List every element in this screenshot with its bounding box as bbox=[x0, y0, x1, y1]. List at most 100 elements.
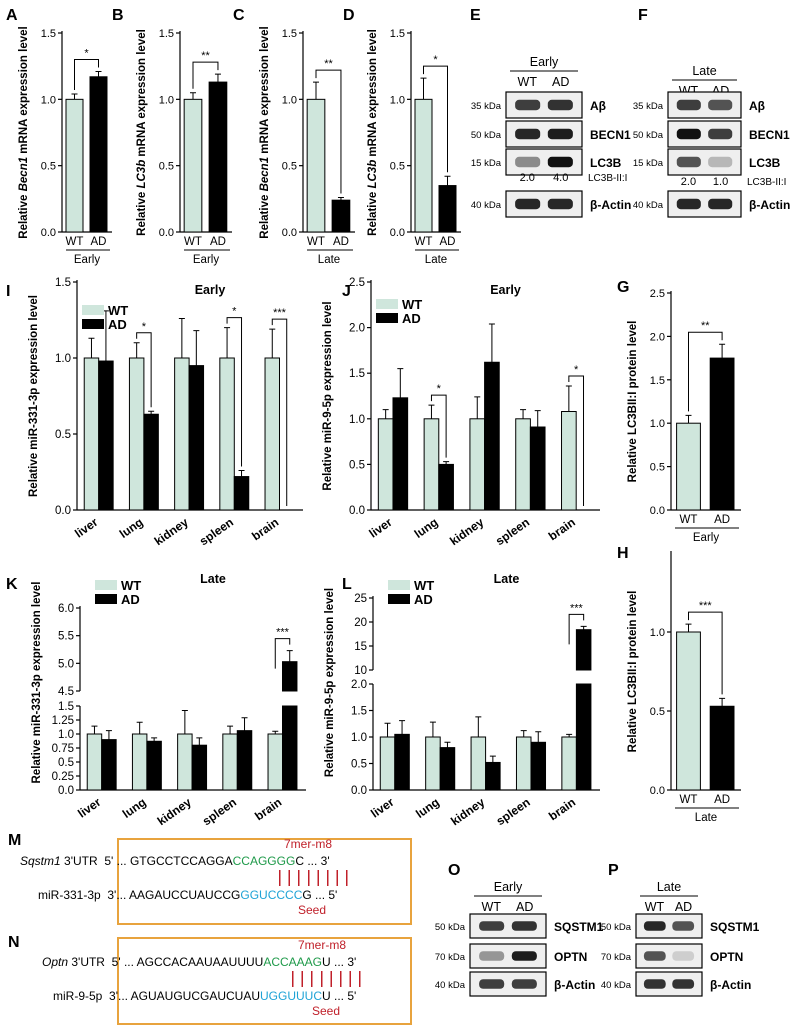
panel-C-letter: C bbox=[233, 7, 245, 24]
panel-I-significance-brain-label: *** bbox=[273, 307, 287, 319]
panel-D-ytick-label-2: 1.0 bbox=[390, 94, 405, 106]
panel-B-ylabel-part-0: Relative bbox=[136, 189, 148, 236]
panel-J-bar-brain-wt bbox=[561, 411, 577, 511]
panel-I-errorbar-liver-wt bbox=[88, 337, 95, 358]
panel-D-significance-bracket bbox=[423, 65, 448, 173]
panel-L-bar-liver-wt bbox=[379, 736, 396, 791]
panel-E-band-1-wt bbox=[515, 128, 541, 140]
panel-I-significance-spleen-bracket bbox=[226, 317, 243, 467]
panel-E-ratio-label: LC3B-II:I bbox=[588, 173, 627, 184]
panel-K-bar-spleen-wt bbox=[222, 733, 238, 791]
panel-G-errorbar-ad bbox=[719, 343, 726, 359]
panel-B-ylabel: Relative LC3b mRNA expression level bbox=[136, 29, 148, 236]
panel-J-xtick-spleen: spleen bbox=[493, 515, 532, 548]
panel-C-significance-bracket bbox=[315, 69, 342, 194]
panel-H-ylabel: Relative LC3BII:I protein level bbox=[627, 591, 639, 753]
panel-I-significance-lung-bracket bbox=[136, 332, 152, 408]
panel-I-xtick-lung: lung bbox=[117, 515, 146, 541]
panel-K-xtick-spleen: spleen bbox=[200, 795, 239, 828]
panel-K-errorbar-lung-wt bbox=[136, 721, 143, 734]
panel-M-mirna-tail: G ... 5' bbox=[302, 888, 338, 902]
panel-K-bar-lung-ad bbox=[146, 740, 162, 791]
panel-L-significance-brain-label: *** bbox=[570, 602, 584, 614]
panel-E-protein-3: β-Actin bbox=[590, 198, 631, 212]
panel-I-bar-lung-wt bbox=[128, 357, 145, 511]
panel-L-errorbar-kidney-wt bbox=[475, 716, 482, 737]
panel-E-ratio-wt: 2.0 bbox=[520, 172, 535, 184]
panel-M-letter: M bbox=[8, 832, 22, 849]
panel-J-ylabel: Relative miR-9-5p expression level bbox=[322, 301, 334, 490]
panel-N-seed-label: Seed bbox=[312, 1004, 341, 1018]
panel-J-xtick-lung: lung bbox=[412, 515, 441, 541]
panel-B-significance-bracket bbox=[192, 61, 219, 89]
panel-E-kda-3: 40 kDa bbox=[471, 200, 502, 211]
panel-G-xtick-ad: AD bbox=[714, 514, 730, 526]
panel-G-significance-label: ** bbox=[701, 320, 710, 332]
panel-J-xtick-kidney: kidney bbox=[447, 515, 486, 548]
panel-E-kda-0: 35 kDa bbox=[471, 101, 502, 112]
panel-D-letter: D bbox=[343, 7, 355, 24]
panel-P-band-2-ad bbox=[672, 979, 695, 989]
panel-A-letter: A bbox=[6, 7, 18, 24]
panel-I-xtick-kidney: kidney bbox=[152, 515, 191, 548]
panel-K-bar-liver-ad bbox=[101, 739, 117, 791]
panel-A-significance-bracket bbox=[74, 58, 99, 91]
panel-H-errorbar-wt bbox=[685, 623, 692, 632]
panel-N-gene-name: Optn bbox=[42, 955, 69, 969]
panel-K-ytick-upper-label-2: 5.5 bbox=[58, 631, 74, 643]
panel-A-ytick-label-0: 0.0 bbox=[41, 227, 56, 239]
panel-A-ytick-label-2: 1.0 bbox=[41, 94, 56, 106]
panel-L-errorbar-liver-ad bbox=[399, 720, 406, 735]
panel-G-ytick-label-1: 0.5 bbox=[650, 462, 665, 474]
panel-J-ytick-label-3: 1.5 bbox=[349, 368, 365, 380]
panel-N-target-line: Optn 3'UTR 5' ... AGCCACAAUAAUUUUACCAAAG… bbox=[42, 955, 356, 969]
panel-L-letter: L bbox=[342, 576, 352, 593]
panel-E-band-0-wt bbox=[515, 99, 541, 111]
panel-K-errorbar-brain-ad bbox=[286, 650, 293, 662]
panel-K-errorbar-lung-ad bbox=[151, 737, 158, 742]
panel-F-ratio-ad: 1.0 bbox=[713, 176, 728, 188]
panel-L-xtick-brain: brain bbox=[546, 795, 578, 823]
panel-L-bar-lung-wt bbox=[425, 736, 441, 791]
panel-I-errorbar-brain-wt bbox=[269, 328, 276, 358]
panel-I-bar-kidney-wt bbox=[174, 357, 190, 511]
panel-O-band-1-wt bbox=[479, 951, 505, 961]
panel-M-target-match: CCAGGGG bbox=[232, 854, 296, 868]
panel-F-band-3-wt bbox=[676, 198, 701, 210]
panel-H-ytick-label-1: 0.5 bbox=[650, 706, 665, 718]
panel-J-bar-kidney-ad bbox=[484, 361, 500, 511]
panel-L-bar-spleen-wt bbox=[515, 736, 532, 791]
panel-I-ytick-label-2: 1.0 bbox=[55, 353, 71, 365]
panel-M-gene-suffix: 3'UTR bbox=[60, 854, 98, 868]
panel-I-significance-brain-bracket bbox=[271, 318, 288, 506]
panel-D-ylabel: Relative LC3b mRNA expression level bbox=[367, 29, 379, 236]
panel-C-ytick-label-3: 1.5 bbox=[282, 28, 297, 40]
panel-D-ytick-label-0: 0.0 bbox=[390, 227, 405, 239]
panel-H-errorbar-ad bbox=[719, 697, 726, 707]
panel-I-letter: I bbox=[6, 283, 10, 300]
panel-A-ytick-label-3: 1.5 bbox=[41, 28, 56, 40]
panel-M-target-tail: C ... 3' bbox=[295, 854, 330, 868]
panel-K-ytick-lower-label-5: 1.25 bbox=[52, 715, 74, 727]
panel-B-ytick-label-0: 0.0 bbox=[159, 227, 174, 239]
panel-L-legend-ad-label: AD bbox=[414, 592, 433, 607]
panel-M-mirna-prefix: 3'... AAGAUCCUAUCCG bbox=[107, 888, 241, 902]
panel-N-mirna-prefix: 3'... AGUAUGUCGAUCUAU bbox=[109, 989, 260, 1003]
panel-D-xtick-wt: WT bbox=[415, 236, 433, 248]
panel-L-errorbar-kidney-ad bbox=[489, 755, 496, 763]
panel-C-group-label: Late bbox=[318, 254, 340, 266]
panel-L-errorbar-lung-wt bbox=[429, 721, 436, 737]
panel-N-letter: N bbox=[8, 934, 20, 951]
panel-F-band-0-ad bbox=[708, 99, 733, 111]
panel-I-title: Early bbox=[195, 283, 226, 297]
panel-I-ytick-label-3: 1.5 bbox=[55, 277, 71, 289]
panel-D-errorbar-ad bbox=[444, 175, 451, 186]
panel-F-band-1-ad bbox=[708, 128, 733, 140]
panel-K-significance-brain-bracket bbox=[274, 638, 291, 669]
panel-K-ytick-upper-label-3: 6.0 bbox=[58, 603, 74, 615]
panel-I-bar-brain-wt bbox=[264, 357, 280, 511]
panel-E-letter: E bbox=[470, 7, 481, 24]
panel-K-errorbar-kidney-wt bbox=[181, 709, 188, 734]
panel-D-ylabel-part-0: Relative bbox=[367, 189, 379, 236]
panel-E-lane-wt: WT bbox=[518, 75, 538, 89]
